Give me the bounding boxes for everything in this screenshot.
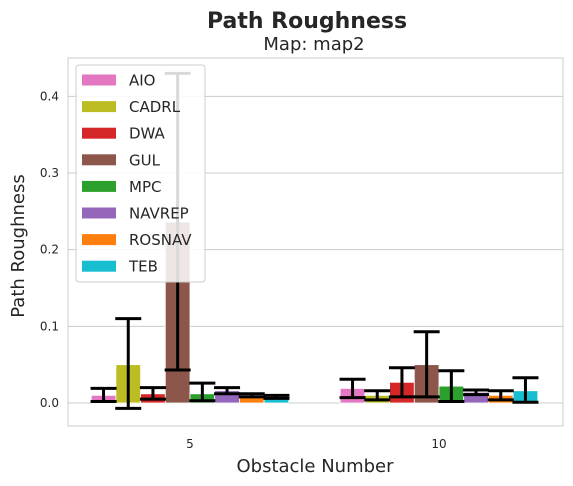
legend-swatch-aio [82,74,116,86]
legend-swatch-teb [82,260,116,272]
chart-title: Path Roughness [207,9,407,34]
y-tick-labels: 0.0 0.1 0.2 0.3 0.4 [40,89,59,410]
y-tick-label: 0.4 [40,89,59,103]
legend-label-navrep: NAVREP [129,205,189,223]
legend-swatch-navrep [82,207,116,219]
legend-swatch-gul [82,154,116,166]
legend-label-cadrl: CADRL [129,98,181,116]
legend-box [75,64,206,283]
legend-swatch-mpc [82,180,116,192]
x-axis-label: Obstacle Number [236,456,394,477]
y-tick-label: 0.3 [40,166,59,180]
legend-swatch-dwa [82,127,116,139]
chart-subtitle: Map: map2 [263,34,364,55]
legend-label-rosnav: ROSNAV [129,231,192,249]
legend-swatch-rosnav [82,234,116,246]
legend: AIO CADRL DWA GUL MPC NAVREP ROSNAV TEB [75,64,206,283]
x-tick-label: 10 [431,437,446,451]
y-axis-label: Path Roughness [8,174,29,317]
legend-label-dwa: DWA [129,125,166,143]
y-tick-label: 0.2 [40,243,59,257]
legend-label-gul: GUL [129,151,161,169]
legend-label-teb: TEB [128,258,158,276]
x-tick-label: 5 [186,437,194,451]
legend-swatch-cadrl [82,101,116,113]
y-tick-label: 0.1 [40,319,59,333]
legend-label-mpc: MPC [129,178,161,196]
x-tick-labels: 5 10 [186,437,446,451]
legend-label-aio: AIO [129,72,156,90]
y-tick-label: 0.0 [40,396,59,410]
